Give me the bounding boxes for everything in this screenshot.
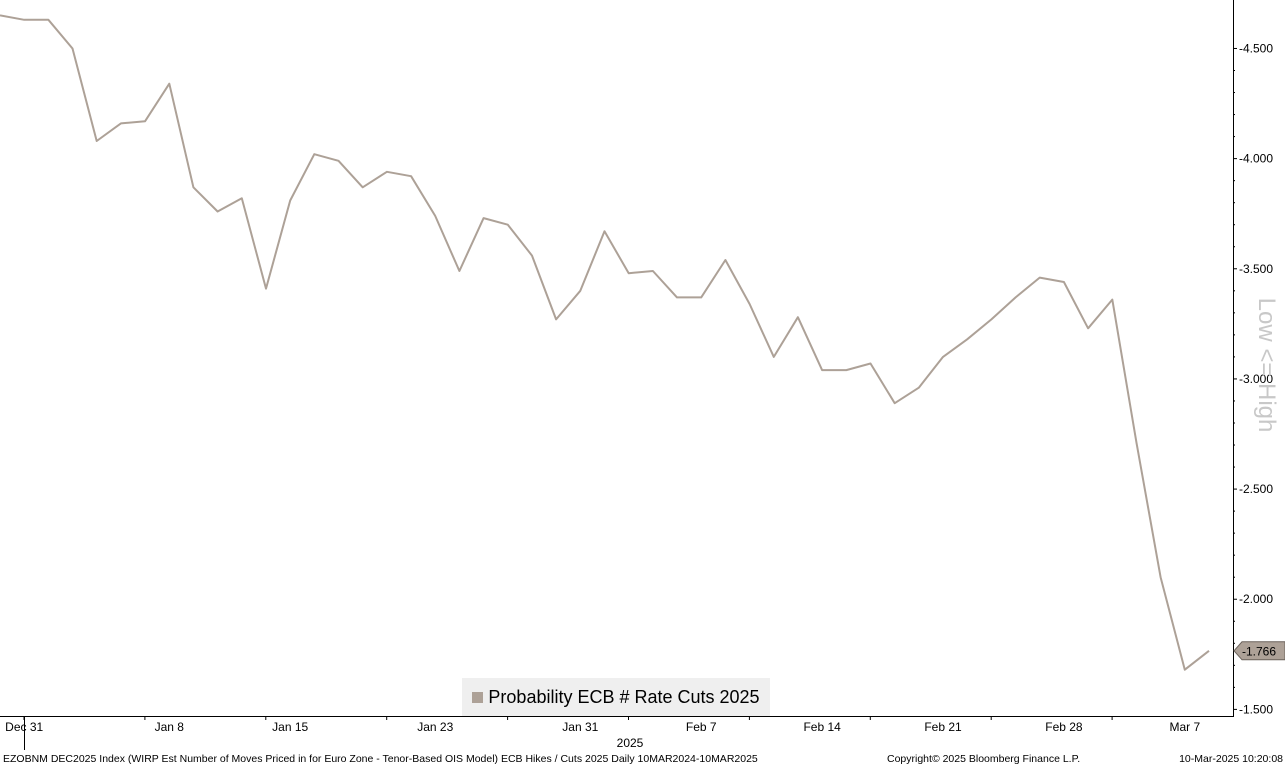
footer-copyright: Copyright© 2025 Bloomberg Finance L.P. — [887, 753, 1081, 765]
y-tick-label: -3.000 — [1239, 372, 1273, 386]
last-value-tag: -1.766 — [1233, 641, 1285, 661]
series-line — [0, 14, 1210, 671]
footer-description: EZOBNM DEC2025 Index (WIRP Est Number of… — [3, 753, 758, 765]
x-tick-label: Dec 31 — [5, 720, 43, 734]
x-axis-year-label: 2025 — [616, 736, 644, 750]
legend: Probability ECB # Rate Cuts 2025 — [462, 678, 770, 716]
y-axis: -4.500 -4.000 -3.500 -3.000 -2.500 -2.000 -1.5… — [1233, 0, 1273, 717]
x-tick-label: Mar 7 — [1169, 720, 1200, 734]
x-tick-label: Feb 21 — [924, 720, 962, 734]
y-tick-label: -2.500 — [1239, 482, 1273, 496]
y-tick-label: -4.500 — [1239, 41, 1273, 55]
last-value-tag-shape — [1233, 641, 1285, 661]
footer-timestamp: 10-Mar-2025 10:20:08 — [1179, 753, 1283, 765]
x-tick-label: Feb 7 — [686, 720, 717, 734]
x-tick-label: Feb 28 — [1045, 720, 1083, 734]
legend-label: Probability ECB # Rate Cuts 2025 — [488, 686, 760, 707]
legend-swatch — [472, 691, 484, 703]
x-tick-label: Jan 23 — [417, 720, 453, 734]
x-tick-label: Jan 15 — [272, 720, 308, 734]
x-tick-label: Feb 14 — [803, 720, 841, 734]
x-tick-label: Jan 31 — [562, 720, 598, 734]
watermark-text: Low <= High — [1253, 297, 1280, 433]
x-axis: Dec 31 Jan 8 Jan 15 Jan 23 Jan 31 Feb 7 Feb 14… — [0, 716, 1233, 750]
y-tick-label: -3.500 — [1239, 262, 1273, 276]
x-tick-label: Jan 8 — [155, 720, 185, 734]
last-value-label: -1.766 — [1242, 644, 1276, 658]
y-tick-label: -4.000 — [1239, 152, 1273, 166]
y-tick-label: -1.500 — [1239, 702, 1273, 716]
plot-area — [0, 14, 1210, 671]
y-tick-label: -2.000 — [1239, 592, 1273, 606]
